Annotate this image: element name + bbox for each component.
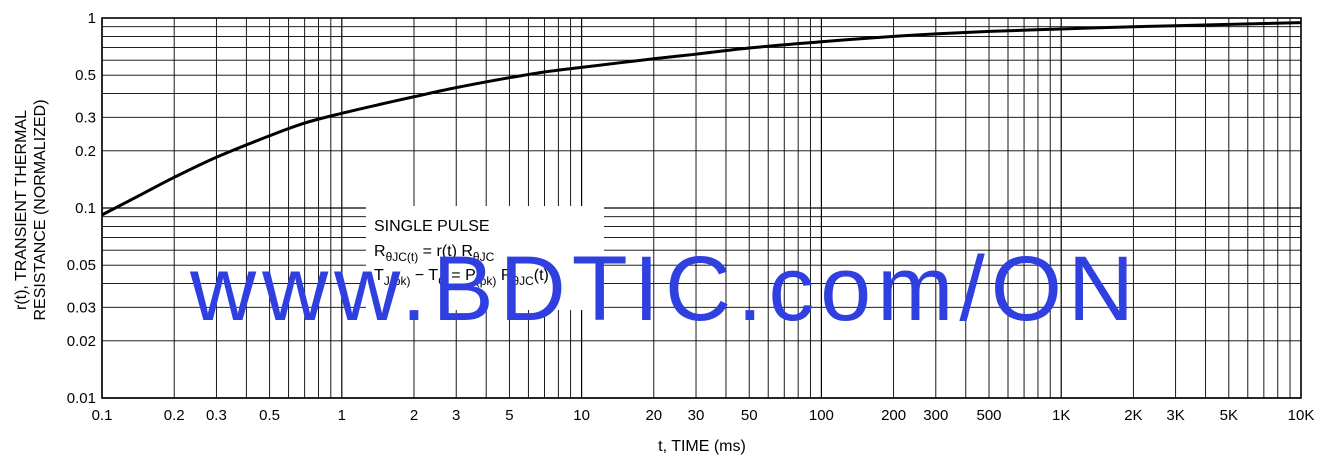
annotation-line-1: SINGLE PULSE <box>374 218 490 235</box>
x-tick-label: 10 <box>573 407 590 424</box>
y-tick-label: 0.05 <box>67 257 96 274</box>
annotation-background <box>366 206 604 310</box>
x-tick-label: 10K <box>1288 407 1315 424</box>
x-tick-label: 0.2 <box>164 407 185 424</box>
x-axis-title: t, TIME (ms) <box>658 438 746 455</box>
annotation-line-2: RθJC(t) = r(t) RθJC <box>374 243 495 264</box>
x-tick-label: 5 <box>505 407 513 424</box>
x-tick-label: 2 <box>410 407 418 424</box>
grid <box>101 18 1301 399</box>
x-tick-label: 1 <box>338 407 346 424</box>
x-tick-label: 1K <box>1052 407 1070 424</box>
y-tick-label: 0.01 <box>67 390 96 407</box>
y-tick-label: 0.2 <box>75 143 96 160</box>
annotation-box: SINGLE PULSE RθJC(t) = r(t) RθJC TJ(pk) … <box>366 206 604 310</box>
x-tick-label: 0.3 <box>206 407 227 424</box>
y-tick-label: 0.1 <box>75 200 96 217</box>
x-tick-label: 20 <box>645 407 662 424</box>
annotation-line-3: TJ(pk) − TC = P(pk) RθJC(t) <box>374 267 549 288</box>
x-tick-label: 200 <box>881 407 906 424</box>
x-tick-label: 30 <box>688 407 705 424</box>
plot-border <box>101 17 1302 399</box>
x-tick-labels: 0.1 0.2 0.3 0.5 1 2 3 5 10 20 30 50 100 200 300 500 1K 2K… <box>92 407 1315 424</box>
x-tick-label: 2K <box>1124 407 1142 424</box>
y-axis-title-line-1: r(t), TRANSIENT THERMAL <box>13 110 30 310</box>
y-axis-title-line-2: RESISTANCE (NORMALIZED) <box>32 99 49 320</box>
y-tick-label: 1 <box>88 10 96 27</box>
y-tick-label: 0.5 <box>75 67 96 84</box>
watermark-text: www.BDTIC.com/ON <box>189 238 1140 340</box>
plot-frame <box>101 17 1302 399</box>
x-tick-label: 0.1 <box>92 407 113 424</box>
data-series <box>101 21 1302 217</box>
series-line <box>101 21 1302 217</box>
y-tick-labels: 1 0.5 0.3 0.2 0.1 0.05 0.03 0.02 0.01 <box>67 10 96 407</box>
x-tick-label: 3K <box>1166 407 1184 424</box>
x-tick-label: 100 <box>809 407 834 424</box>
x-tick-label: 50 <box>741 407 758 424</box>
x-tick-label: 3 <box>452 407 460 424</box>
y-tick-label: 0.3 <box>75 109 96 126</box>
x-tick-label: 5K <box>1220 407 1238 424</box>
x-tick-label: 0.5 <box>259 407 280 424</box>
x-tick-label: 500 <box>976 407 1001 424</box>
x-tick-label: 300 <box>923 407 948 424</box>
y-tick-label: 0.03 <box>67 299 96 316</box>
y-tick-label: 0.02 <box>67 333 96 350</box>
